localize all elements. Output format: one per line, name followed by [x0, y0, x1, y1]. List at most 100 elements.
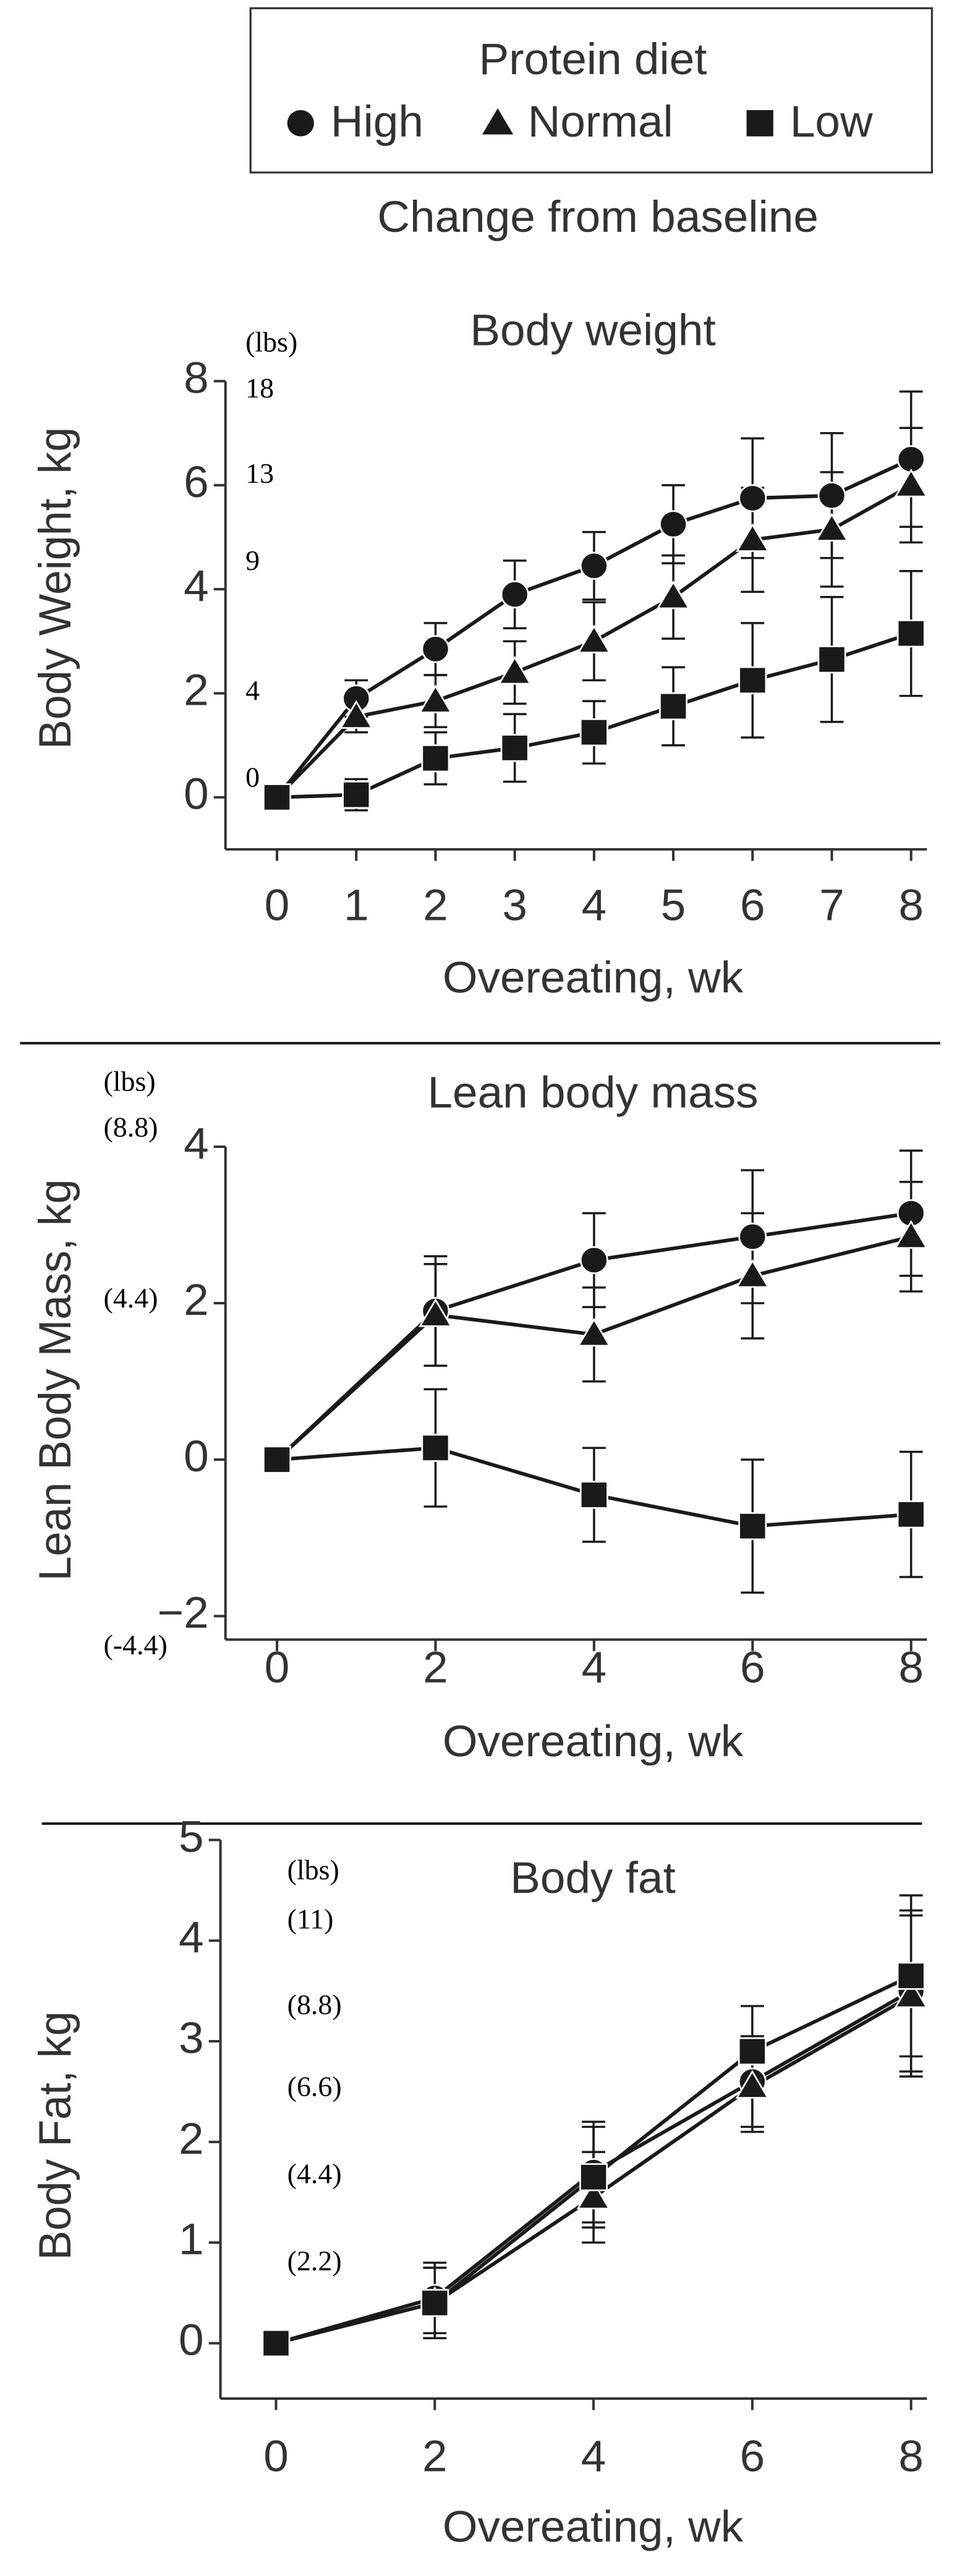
- marker: [577, 624, 611, 653]
- annotation: 18: [245, 372, 274, 404]
- chart-title: Body weight: [470, 306, 715, 355]
- annotation: (4.4): [287, 2158, 342, 2190]
- marker: [738, 1512, 767, 1541]
- marker: [738, 666, 767, 695]
- y-tick-label: 3: [179, 2014, 204, 2063]
- marker: [896, 619, 925, 648]
- annotation: (lbs): [103, 1066, 155, 1097]
- x-tick-label: 4: [582, 1643, 607, 1692]
- x-tick-label: 0: [263, 2432, 289, 2481]
- marker: [287, 110, 314, 137]
- marker: [421, 635, 450, 663]
- x-tick-label: 8: [898, 1643, 924, 1692]
- marker: [817, 645, 846, 674]
- marker: [894, 468, 929, 498]
- x-axis-label: Overeating, wk: [443, 2502, 744, 2551]
- marker: [576, 2180, 611, 2209]
- y-axis-label: Body Fat, kg: [30, 2011, 80, 2260]
- annotation: (4.4): [103, 1282, 158, 1314]
- marker: [579, 2163, 608, 2191]
- marker: [815, 512, 849, 542]
- annotation: (11): [287, 1903, 334, 1935]
- marker: [659, 692, 688, 721]
- x-tick-label: 2: [423, 881, 448, 930]
- y-tick-label: 2: [179, 2114, 204, 2163]
- marker: [420, 2289, 449, 2317]
- marker: [498, 655, 532, 685]
- marker: [735, 1259, 770, 1288]
- chart-title: Body fat: [510, 1853, 676, 1902]
- x-axis-label: Overeating, wk: [443, 1717, 744, 1766]
- y-tick-label: 0: [179, 2316, 204, 2365]
- y-tick-label: 6: [184, 457, 209, 506]
- marker: [579, 1481, 608, 1509]
- marker: [896, 445, 925, 474]
- marker: [342, 780, 371, 809]
- marker: [421, 744, 450, 773]
- marker: [735, 523, 770, 552]
- marker: [738, 1222, 767, 1251]
- y-tick-label: 0: [184, 770, 209, 818]
- legend-box: [249, 7, 934, 174]
- x-tick-label: 4: [582, 881, 607, 930]
- annotation: (lbs): [245, 326, 297, 358]
- x-tick-label: 3: [502, 881, 527, 930]
- marker: [738, 484, 767, 512]
- x-tick-label: 0: [265, 1643, 290, 1692]
- x-axis-label: Overeating, wk: [443, 953, 744, 1002]
- marker: [896, 1500, 925, 1529]
- x-tick-label: 6: [740, 881, 765, 930]
- y-tick-label: 5: [179, 1813, 204, 1861]
- marker: [421, 1434, 450, 1462]
- legend-title: Protein diet: [479, 35, 707, 83]
- marker: [579, 718, 608, 747]
- chart-title: Lean body mass: [427, 1068, 758, 1117]
- marker: [500, 580, 529, 609]
- annotation: (8.8): [103, 1112, 158, 1143]
- marker: [579, 551, 608, 580]
- marker: [659, 510, 688, 538]
- annotation: (-4.4): [103, 1629, 167, 1660]
- annotation: 0: [245, 762, 260, 793]
- heading: Change from baseline: [377, 193, 819, 242]
- x-tick-label: 6: [740, 2432, 765, 2481]
- marker: [579, 1246, 608, 1275]
- y-axis-label: Body Weight, kg: [30, 427, 80, 749]
- x-tick-label: 0: [265, 881, 290, 930]
- legend-label: High: [331, 97, 423, 146]
- marker: [339, 700, 373, 729]
- y-tick-label: 0: [184, 1432, 209, 1481]
- y-tick-label: −2: [158, 1589, 209, 1638]
- marker: [746, 110, 773, 137]
- x-tick-label: 2: [422, 2432, 448, 2481]
- x-tick-label: 8: [898, 2432, 924, 2481]
- y-tick-label: 4: [179, 1913, 204, 1962]
- marker: [577, 1317, 611, 1347]
- marker: [656, 580, 691, 610]
- x-tick-label: 2: [423, 1643, 448, 1692]
- y-tick-label: 2: [184, 1276, 209, 1325]
- y-tick-label: 2: [184, 666, 209, 715]
- x-tick-label: 1: [344, 881, 369, 930]
- annotation: (2.2): [287, 2245, 342, 2277]
- annotation: (lbs): [287, 1854, 339, 1885]
- marker: [500, 734, 529, 762]
- marker: [738, 2037, 767, 2065]
- y-tick-label: 4: [184, 562, 209, 611]
- y-tick-label: 4: [184, 1119, 209, 1168]
- marker: [482, 108, 514, 135]
- marker: [262, 2329, 291, 2358]
- x-tick-label: 8: [898, 881, 924, 930]
- y-axis-label: Lean Body Mass, kg: [30, 1179, 80, 1581]
- marker: [419, 1298, 453, 1327]
- annotation: (6.6): [287, 2071, 342, 2102]
- marker: [894, 1220, 929, 1249]
- x-tick-label: 7: [819, 881, 844, 930]
- y-tick-label: 1: [179, 2215, 204, 2264]
- annotation: 13: [245, 457, 274, 489]
- annotation: 9: [245, 545, 260, 576]
- y-tick-label: 8: [184, 354, 209, 402]
- marker: [817, 482, 846, 510]
- x-tick-label: 5: [661, 881, 686, 930]
